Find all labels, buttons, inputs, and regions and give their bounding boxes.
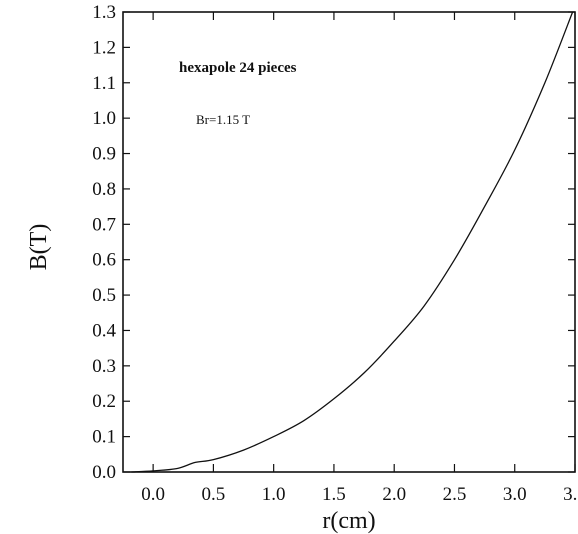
y-tick-label: 1.2 <box>92 37 116 58</box>
x-tick-label: 1.5 <box>322 484 346 505</box>
y-tick-label: 1.1 <box>92 73 116 94</box>
y-tick-label: 0.3 <box>92 356 116 377</box>
y-tick-label: 0.8 <box>92 179 116 200</box>
y-axis-title: B(T) <box>26 224 52 271</box>
x-tick-label: 1.0 <box>262 484 286 505</box>
x-tick-label: 2.0 <box>382 484 406 505</box>
y-axis-ticks <box>123 11 575 473</box>
y-axis-tick-labels: 0.0 0.1 0.2 0.3 0.4 0.5 0.6 0.7 0.8 0.9 1.0 1.1 1.2 1… <box>92 2 116 483</box>
plot-frame <box>122 11 576 473</box>
y-tick-label: 1.0 <box>92 108 116 129</box>
y-tick-label: 0.6 <box>92 250 116 271</box>
y-tick-label: 0.5 <box>92 285 116 306</box>
y-tick-label: 0.1 <box>92 427 116 448</box>
x-tick-label: 0.5 <box>202 484 226 505</box>
series-line <box>131 11 574 473</box>
y-tick-label: 1.3 <box>92 2 116 23</box>
annotation-br: Br=1.15 T <box>196 112 250 127</box>
x-axis-tick-labels: 0.0 0.5 1.0 1.5 2.0 2.5 3.0 3.5 <box>141 484 578 505</box>
y-tick-label: 0.7 <box>92 214 116 235</box>
x-tick-label: 3.0 <box>503 484 527 505</box>
y-tick-label: 0.9 <box>92 144 116 165</box>
y-tick-label: 0.2 <box>92 391 116 412</box>
x-tick-label: 3.5 <box>563 484 578 505</box>
x-tick-label: 0.0 <box>141 484 165 505</box>
x-axis-ticks <box>152 12 576 472</box>
y-tick-label: 0.0 <box>92 462 116 483</box>
x-axis-title: r(cm) <box>322 508 375 534</box>
x-tick-label: 2.5 <box>443 484 467 505</box>
annotation-hexapole: hexapole 24 pieces <box>179 60 297 76</box>
y-tick-label: 0.4 <box>92 320 116 341</box>
